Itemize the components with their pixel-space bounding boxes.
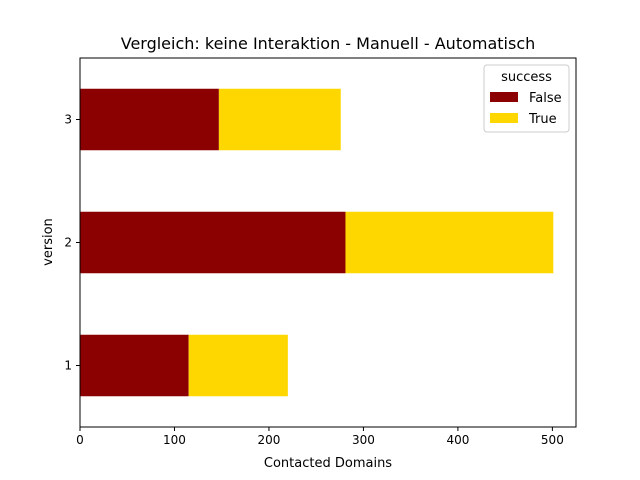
x-tick-label: 100 bbox=[163, 433, 186, 447]
x-tick-label: 300 bbox=[352, 433, 375, 447]
legend-swatch-true bbox=[490, 113, 518, 123]
legend-swatch-false bbox=[490, 92, 518, 102]
bar-version-1-true bbox=[188, 334, 288, 397]
y-axis-ticks: 1 2 3 bbox=[64, 113, 80, 373]
x-axis-ticks: 0 100 200 300 400 500 bbox=[76, 427, 564, 447]
bars-group bbox=[80, 88, 554, 397]
x-axis-label: Contacted Domains bbox=[264, 456, 392, 471]
bar-version-3-true bbox=[218, 88, 341, 151]
x-tick-label: 200 bbox=[257, 433, 280, 447]
legend-label-false: False bbox=[529, 91, 562, 106]
y-axis-label: version bbox=[41, 218, 56, 266]
y-tick-label: 3 bbox=[64, 113, 72, 127]
y-tick-label: 1 bbox=[64, 359, 72, 373]
legend-title: success bbox=[501, 70, 552, 85]
bar-version-3-false bbox=[80, 88, 219, 151]
bar-version-2-true bbox=[345, 211, 554, 274]
legend-label-true: True bbox=[528, 112, 557, 127]
x-tick-label: 500 bbox=[541, 433, 564, 447]
x-tick-label: 400 bbox=[446, 433, 469, 447]
chart-title: Vergleich: keine Interaktion - Manuell -… bbox=[121, 34, 536, 53]
y-tick-label: 2 bbox=[64, 236, 72, 250]
legend: success False True bbox=[483, 64, 570, 133]
bar-version-1-false bbox=[80, 334, 189, 397]
x-tick-label: 0 bbox=[76, 433, 84, 447]
bar-version-2-false bbox=[80, 211, 346, 274]
